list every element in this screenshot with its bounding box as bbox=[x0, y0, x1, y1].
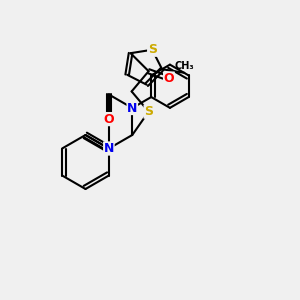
Text: CH₃: CH₃ bbox=[175, 61, 194, 71]
Text: S: S bbox=[144, 105, 153, 118]
Text: N: N bbox=[104, 142, 114, 155]
Text: O: O bbox=[164, 72, 174, 85]
Text: S: S bbox=[148, 43, 157, 56]
Text: O: O bbox=[103, 112, 114, 126]
Text: N: N bbox=[127, 101, 137, 115]
